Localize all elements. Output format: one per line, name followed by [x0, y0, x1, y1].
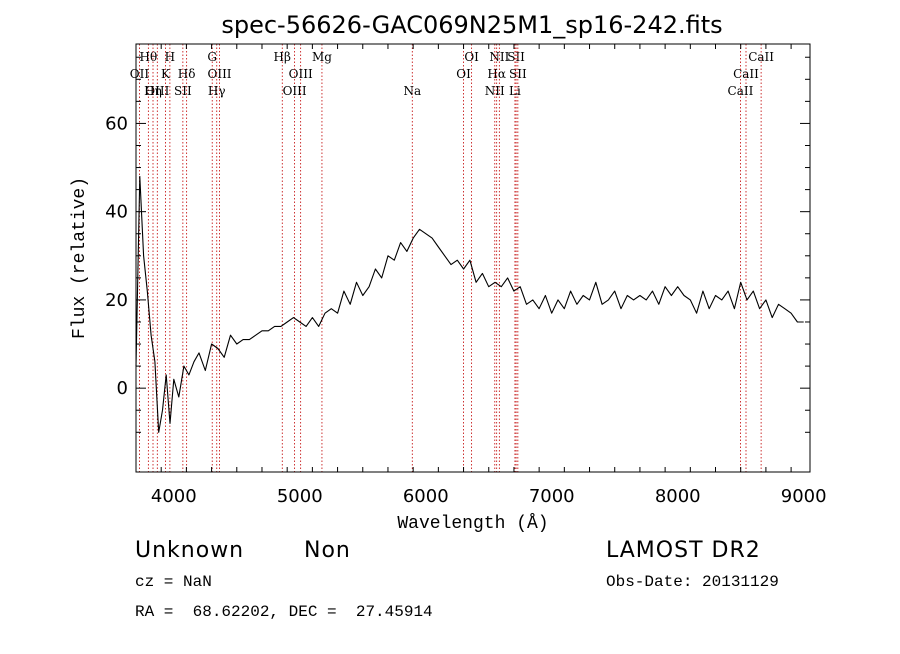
line-marker-label: OIII: [207, 67, 231, 81]
line-marker-label: CaII: [728, 84, 754, 98]
y-axis-label: Flux (relative): [70, 177, 90, 339]
line-marker-label: SII: [507, 50, 525, 64]
plot-frame: [135, 43, 811, 473]
y-tick-label: 60: [105, 113, 128, 134]
line-marker-label: Hα: [487, 67, 506, 81]
spectrum-line: [135, 175, 804, 433]
line-marker-label: H: [165, 50, 175, 64]
y-tick-label: 20: [105, 290, 128, 311]
line-marker-label: NII: [485, 84, 505, 98]
line-marker-label: SII: [174, 84, 192, 98]
footer-subclass-label: Non: [304, 538, 351, 563]
footer-cz-text: cz = NaN: [135, 573, 212, 591]
line-marker-label: SII: [509, 67, 527, 81]
x-tick-label: 4000: [151, 486, 197, 507]
footer-obs-date: Obs-Date: 20131129: [606, 573, 779, 591]
x-axis-label: Wavelength (Å): [397, 513, 548, 534]
line-marker-label: Na: [403, 84, 421, 98]
x-tick-label: 6000: [403, 486, 449, 507]
line-marker-label: Hγ: [208, 84, 226, 98]
line-marker-label: Li: [509, 84, 521, 98]
line-marker-label: Hη: [144, 84, 162, 98]
line-marker-label: OII: [130, 67, 150, 81]
line-marker-label: OI: [456, 67, 471, 81]
line-marker-label: G: [207, 50, 217, 64]
line-marker-label: OIII: [289, 67, 313, 81]
footer-survey-label: LAMOST DR2: [606, 538, 761, 563]
line-marker-label: Hβ: [274, 50, 291, 64]
x-tick-label: 7000: [529, 486, 575, 507]
line-marker-label: CaII: [733, 67, 759, 81]
footer-class-label: Unknown: [135, 538, 245, 563]
line-marker-label: Hδ: [178, 67, 196, 81]
x-tick-label: 5000: [277, 486, 323, 507]
line-marker-label: Mg: [312, 50, 332, 64]
x-tick-label: 8000: [655, 486, 701, 507]
line-marker-label: OIII: [283, 84, 307, 98]
line-marker-label: Hθ: [139, 50, 157, 64]
chart-title: spec-56626-GAC069N25M1_sp16-242.fits: [221, 11, 722, 39]
line-marker-label: OI: [464, 50, 479, 64]
line-marker-label: OIII: [145, 84, 169, 98]
line-marker-label: K: [161, 67, 171, 81]
line-marker-label: NII: [489, 50, 509, 64]
y-tick-label: 0: [117, 378, 128, 399]
x-tick-label: 9000: [781, 486, 827, 507]
line-marker-label: CaII: [748, 50, 774, 64]
footer-coordinates: RA = 68.62202, DEC = 27.45914: [135, 603, 433, 621]
y-tick-label: 40: [105, 202, 128, 223]
